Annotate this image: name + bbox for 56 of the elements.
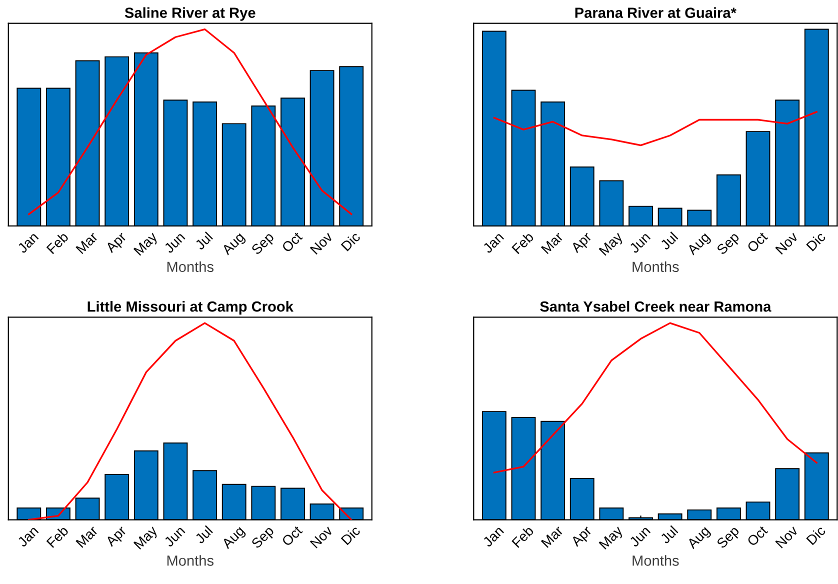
x-tick-label: Nov [775,525,799,548]
x-tick-label: Mar [76,231,98,254]
x-tick-label: Jun [163,526,186,548]
x-tick-label: Jun [628,526,651,548]
x-tick-label: Dic [340,524,361,546]
x-axis-title: Months [632,261,679,272]
x-tick-label: Feb [46,231,69,254]
x-tick-label: Aug [686,526,712,552]
chart-title: Santa Ysabel Creek near Ramona [540,301,772,312]
x-tick-label: Mar [540,525,564,548]
x-tick-label: Sep [716,525,742,551]
x-axis-title: Months [167,555,214,566]
x-tick-label: Jul [194,525,214,544]
x-tick-label: Jan [16,232,39,254]
x-tick-label: Jul [194,231,214,250]
x-tick-label: Feb [511,525,534,548]
x-tick-label: Aug [221,526,247,552]
x-tick-label: Nov [775,231,799,255]
x-tick-label: Apr [570,525,594,550]
x-tick-label: Jul [659,231,678,250]
x-tick-label: May [133,231,160,258]
x-axis-title: Months [167,261,214,272]
x-tick-label: Jul [659,525,678,544]
chart-title: Saline River at Rye [124,7,256,21]
x-tick-label: Jun [163,232,186,254]
x-tick-label: Mar [540,231,564,254]
x-tick-label: Mar [76,525,98,548]
x-tick-label: Feb [46,525,69,548]
x-tick-label: May [598,231,626,258]
x-tick-label: Apr [570,231,594,256]
x-tick-label: May [133,525,160,552]
chart-title: Little Missouri at Camp Crook [88,301,294,315]
x-tick-label: Feb [511,231,534,254]
x-tick-label: Dic [806,524,826,546]
x-tick-label: Jan [482,232,504,254]
x-tick-label: Jun [628,232,651,254]
x-tick-label: Nov [310,525,334,548]
x-tick-label: Jan [16,526,39,548]
x-tick-label: Dic [340,231,361,252]
x-tick-label: Aug [686,232,712,258]
x-tick-label: Sep [250,525,276,551]
x-tick-label: Apr [105,231,129,256]
x-tick-label: Sep [250,232,276,258]
x-tick-label: Aug [221,232,247,258]
chart-title: Parana River at Guaira* [575,7,736,18]
x-tick-label: Oct [281,524,303,547]
x-tick-label: Jan [482,526,504,548]
x-tick-label: May [598,525,626,552]
x-tick-label: Sep [716,232,742,258]
x-tick-label: Oct [746,231,768,253]
x-tick-label: Apr [105,525,129,550]
x-tick-label: Oct [281,231,303,253]
x-axis-title: Months [632,555,679,566]
x-tick-label: Nov [310,231,334,255]
x-tick-label: Dic [806,231,826,252]
x-tick-label: Oct [746,524,768,547]
